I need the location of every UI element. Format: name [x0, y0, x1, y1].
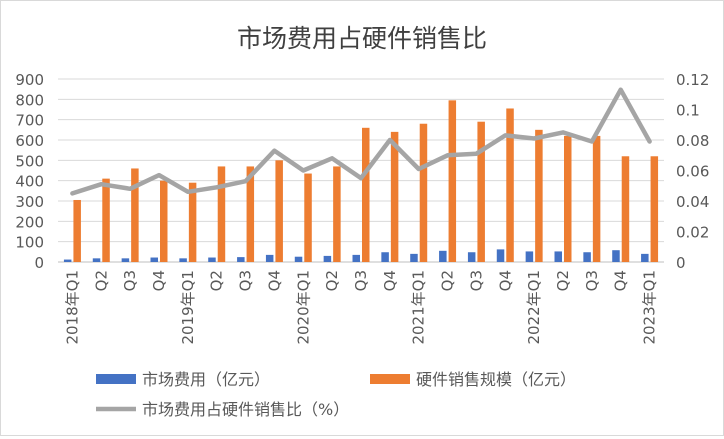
x-tick-label: 2019年Q1: [179, 270, 197, 345]
x-tick-label: 2023年Q1: [641, 270, 659, 345]
bar-market-expense: [208, 258, 216, 262]
x-tick-label: Q2: [323, 270, 341, 291]
legend-label-ratio: 市场费用占硬件销售比（%）: [142, 400, 349, 419]
y-left-tick-label: 800: [15, 91, 44, 109]
x-tick-label: 2022年Q1: [525, 270, 543, 345]
x-tick-label: Q4: [150, 270, 168, 291]
x-tick-label: 2018年Q1: [63, 270, 81, 345]
bar-hardware-sales: [218, 166, 226, 262]
bar-hardware-sales: [160, 181, 168, 262]
legend-label-market-expense: 市场费用（亿元）: [142, 370, 270, 389]
x-tick-label: Q3: [121, 270, 139, 291]
bar-market-expense: [526, 251, 534, 262]
chart-title: 市场费用占硬件销售比: [237, 24, 487, 53]
bar-market-expense: [555, 251, 563, 262]
y-left-tick-label: 200: [15, 213, 44, 231]
ratio-series-line: [72, 90, 649, 194]
bar-hardware-sales: [73, 200, 81, 262]
x-tick-label: Q4: [612, 270, 630, 291]
y-right-tick-label: 0: [676, 254, 686, 272]
bar-market-expense: [497, 249, 505, 262]
legend-label-hardware-sales: 硬件销售规模（亿元）: [416, 370, 576, 389]
bar-market-expense: [641, 254, 649, 262]
bar-hardware-sales: [535, 130, 543, 262]
bar-hardware-sales: [477, 122, 485, 262]
bar-hardware-sales: [593, 136, 601, 262]
bar-hardware-sales: [622, 156, 630, 262]
bar-hardware-sales: [102, 179, 110, 262]
y-left-tick-label: 400: [15, 173, 44, 191]
bar-market-expense: [93, 258, 101, 262]
y-left-tick-label: 900: [15, 71, 44, 89]
x-tick-label: Q2: [92, 270, 110, 291]
bar-hardware-sales: [333, 166, 341, 262]
x-tick-label: Q2: [554, 270, 572, 291]
bar-market-expense: [151, 258, 159, 262]
y-left-tick-label: 500: [15, 152, 44, 170]
bar-hardware-sales: [506, 108, 514, 262]
bar-market-expense: [353, 255, 361, 262]
y-right-tick-label: 0.02: [676, 224, 709, 242]
x-tick-label: 2020年Q1: [294, 270, 312, 345]
bar-market-expense: [583, 252, 591, 262]
bar-market-expense: [237, 257, 245, 262]
y-right-tick-label: 0.04: [676, 193, 709, 211]
x-tick-label: 2021年Q1: [410, 270, 428, 345]
legend-swatch-market-expense: [96, 374, 136, 384]
bar-hardware-sales: [362, 128, 370, 262]
bar-hardware-sales: [449, 100, 457, 262]
x-tick-label: Q3: [467, 270, 485, 291]
y-right-tick-label: 0.06: [676, 163, 709, 181]
bar-hardware-sales: [131, 168, 139, 262]
x-tick-label: Q4: [265, 270, 283, 291]
bar-market-expense: [410, 254, 418, 262]
x-tick-label: Q4: [381, 270, 399, 291]
y-right-tick-label: 0.12: [676, 71, 709, 89]
bar-hardware-sales: [391, 132, 399, 262]
bar-hardware-sales: [189, 183, 197, 262]
legend-swatch-hardware-sales: [370, 374, 410, 384]
x-tick-label: Q2: [208, 270, 226, 291]
bar-market-expense: [468, 252, 476, 262]
bar-market-expense: [122, 258, 129, 262]
y-left-tick-label: 0: [34, 254, 44, 272]
bar-market-expense: [295, 257, 303, 262]
y-right-tick-label: 0.1: [676, 102, 700, 120]
bar-market-expense: [266, 255, 274, 262]
y-left-tick-label: 600: [15, 132, 44, 150]
bar-hardware-sales: [275, 160, 283, 262]
y-left-tick-label: 300: [15, 193, 44, 211]
bar-hardware-sales: [564, 136, 572, 262]
bar-market-expense: [324, 256, 332, 262]
bar-hardware-sales: [651, 156, 659, 262]
y-right-tick-label: 0.08: [676, 132, 709, 150]
bar-market-expense: [381, 252, 389, 262]
x-tick-label: Q3: [583, 270, 601, 291]
bar-hardware-sales: [304, 174, 312, 262]
y-left-tick-label: 700: [15, 112, 44, 130]
bar-market-expense: [64, 260, 72, 262]
bar-market-expense: [439, 251, 447, 262]
bar-market-expense: [179, 258, 187, 262]
y-left-tick-label: 100: [15, 234, 44, 252]
x-tick-label: Q4: [496, 270, 514, 291]
bar-market-expense: [612, 250, 620, 262]
x-tick-label: Q3: [352, 270, 370, 291]
x-tick-label: Q2: [439, 270, 457, 291]
x-tick-label: Q3: [237, 270, 255, 291]
bar-hardware-sales: [420, 124, 428, 262]
